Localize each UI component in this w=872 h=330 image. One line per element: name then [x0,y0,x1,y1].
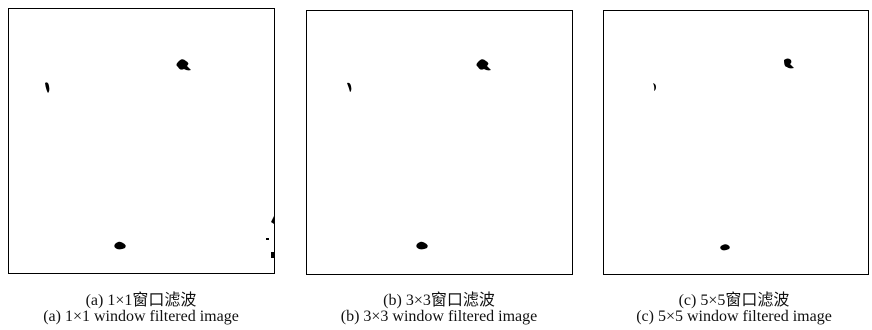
caption-en: (c) 5×5 window filtered image [584,308,872,326]
caption-cn: (c) 5×5窗口滤波 [584,286,872,310]
image-frame [307,11,573,275]
image-frame [604,11,869,275]
caption-en: (b) 3×3 window filtered image [289,308,589,326]
panel-c [604,11,869,275]
panel-a [9,9,275,274]
caption-en: (a) 1×1 window filtered image [0,308,291,326]
image-frame [9,9,275,274]
panels [0,0,872,330]
panel-b [307,11,573,275]
caption-cn: (b) 3×3窗口滤波 [289,286,589,310]
caption-cn: (a) 1×1窗口滤波 [0,286,291,310]
figure: (a) 1×1窗口滤波 (a) 1×1 window filtered imag… [0,0,872,330]
